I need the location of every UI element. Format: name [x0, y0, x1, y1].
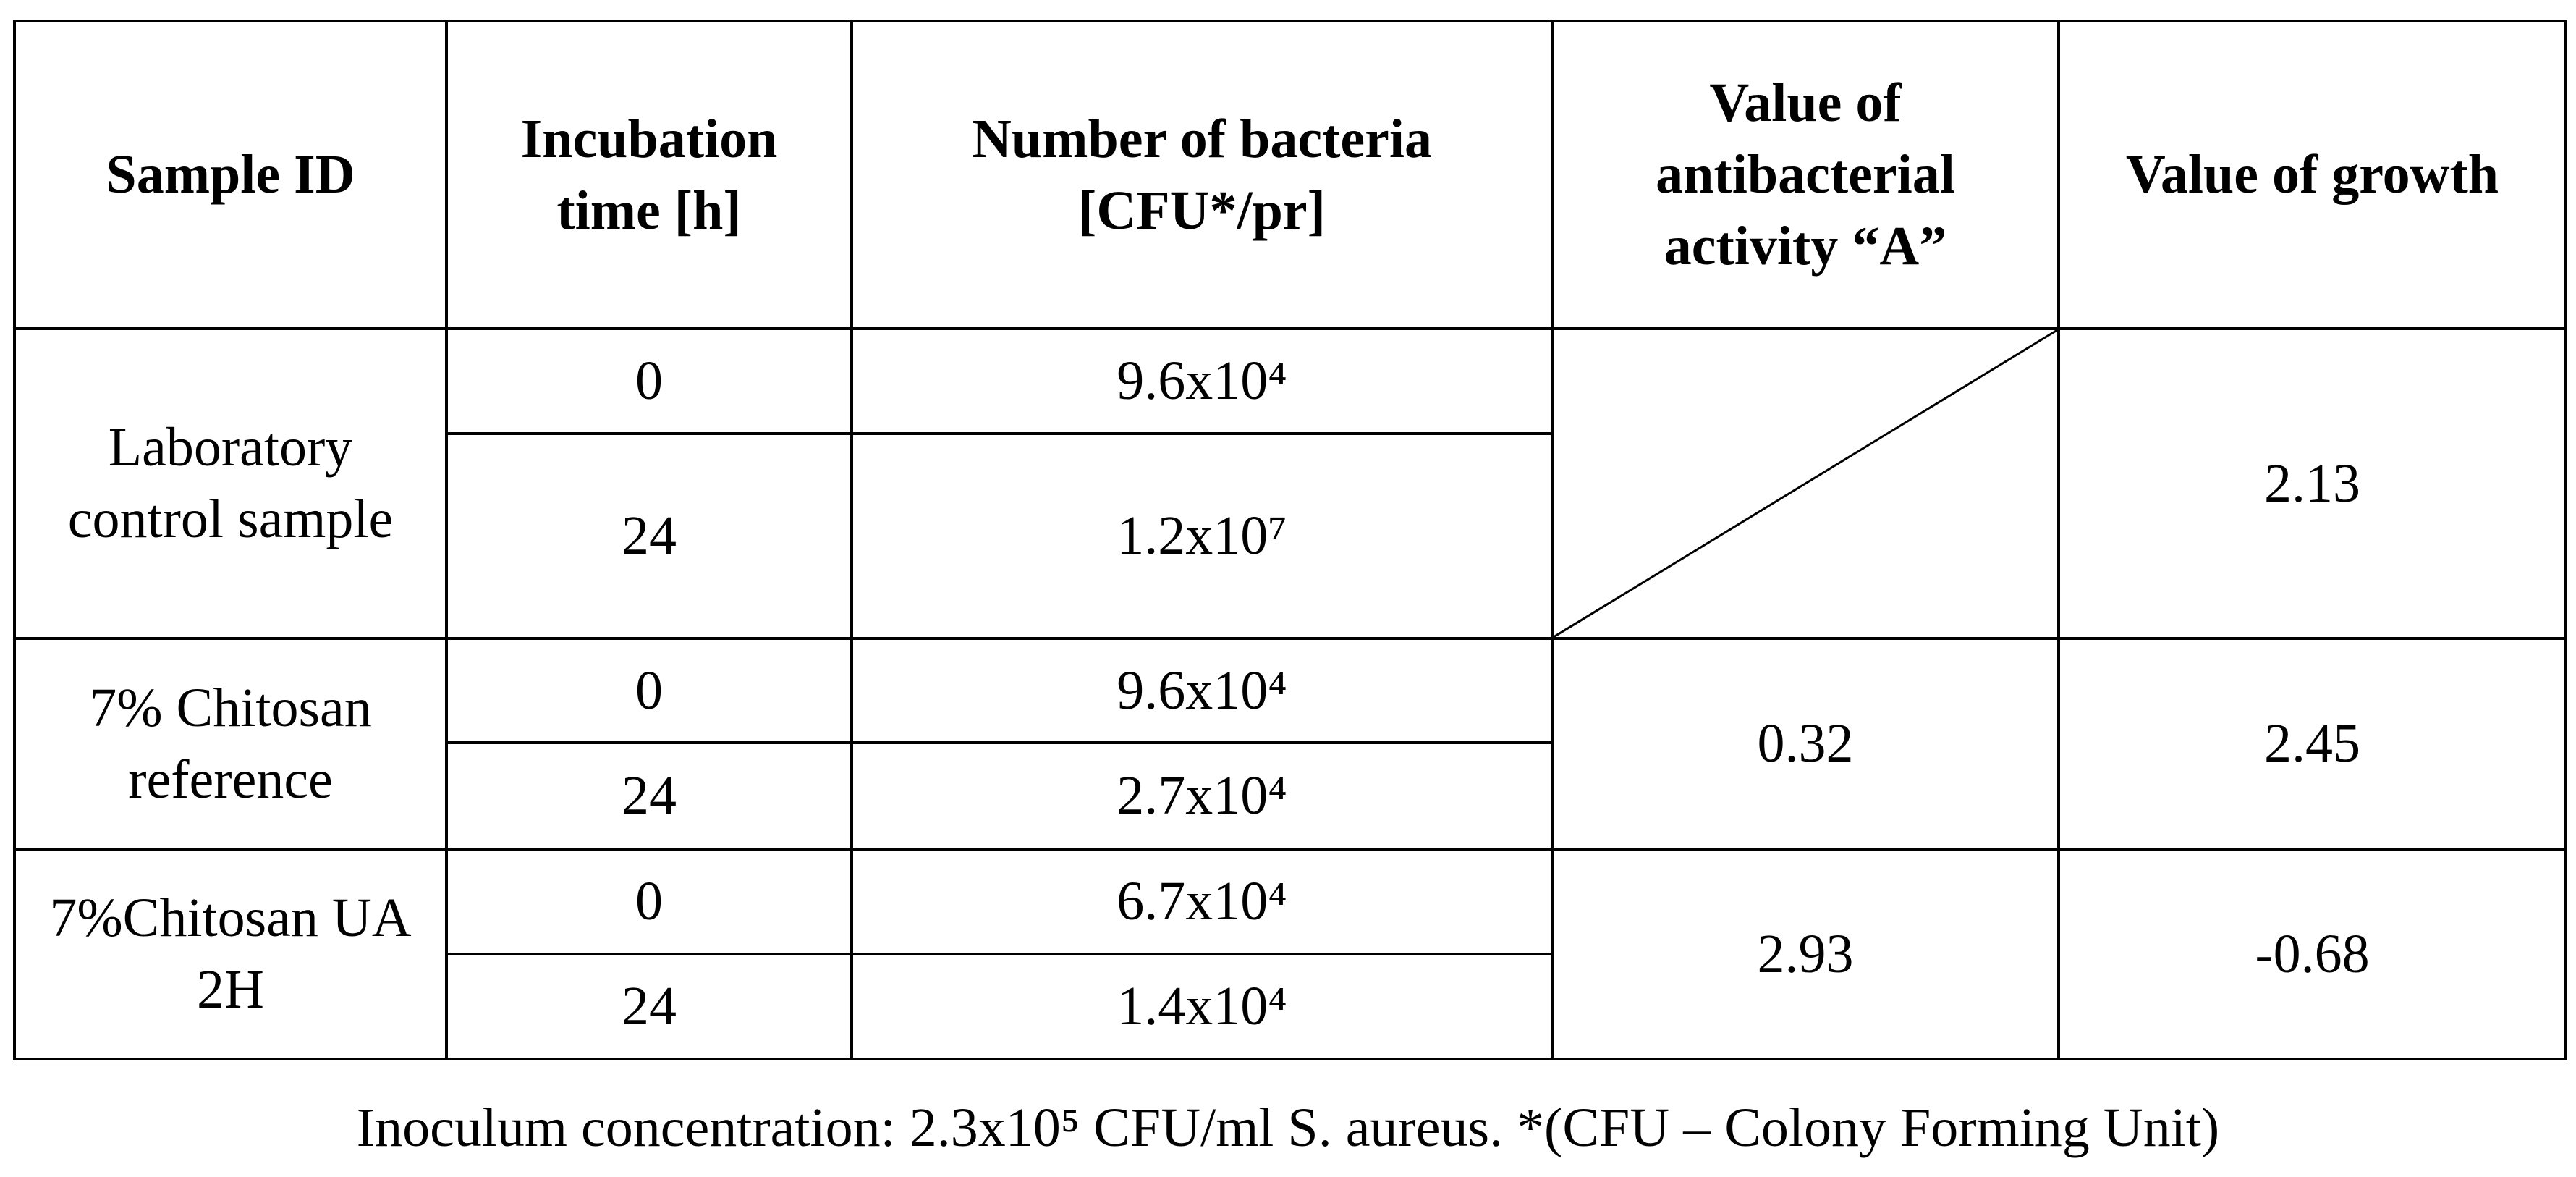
- header-cell: Incubation time [h]: [445, 20, 853, 330]
- table: Sample ID Incubation time [h] Number of ba…: [13, 20, 2567, 1060]
- table-row: Laboratory control sample 0 9.6x10⁴ 2.13: [13, 327, 2567, 640]
- sample-cell: 7%Chitosan UA 2H: [13, 848, 448, 1060]
- activity-cell: 2.93: [1551, 848, 2060, 1060]
- sample-cell: 7% Chitosan reference: [13, 637, 448, 851]
- header-row: Sample ID Incubation time [h] Number of ba…: [13, 20, 2567, 330]
- table-row: 24 1.2x10⁷: [14, 432, 2566, 640]
- bacteria-cell: 9.6x10⁴: [850, 327, 1554, 435]
- growth-cell: 2.45: [2057, 637, 2567, 851]
- growth-cell: 2.13: [2057, 327, 2567, 640]
- header-cell: Value of growth: [2057, 20, 2567, 330]
- table-body: Laboratory control sample 0 9.6x10⁴ 2.13 24 1…: [13, 327, 2567, 1060]
- time-cell: 0: [445, 848, 853, 955]
- header-cell: Number of bacteria [CFU*/pr]: [850, 20, 1554, 330]
- table-wrap: Sample ID Incubation time [h] Number of ba…: [13, 20, 2567, 1060]
- bacteria-cell: 9.6x10⁴: [850, 637, 1554, 744]
- activity-cell: 0.32: [1551, 637, 2060, 851]
- time-cell: 0: [445, 637, 853, 744]
- growth-cell: -0.68: [2057, 848, 2567, 1060]
- time-cell: 24: [445, 953, 853, 1060]
- bacteria-cell: 6.7x10⁴: [850, 848, 1554, 955]
- table-row: 7% Chitosan reference 0 9.6x10⁴ 0.32 2.45: [13, 637, 2567, 851]
- header-cell: Sample ID: [13, 20, 448, 330]
- empty-cell: [1551, 327, 2060, 640]
- sample-cell: Laboratory control sample: [13, 327, 448, 640]
- diagonal-line: [1554, 330, 2057, 637]
- bacteria-cell: 2.7x10⁴: [850, 741, 1554, 851]
- table-row: 24 2.7x10⁴: [14, 741, 2566, 851]
- time-cell: 0: [445, 327, 853, 435]
- table-row: 7%Chitosan UA 2H 0 6.7x10⁴ 2.93 -0.68: [13, 848, 2567, 1060]
- time-cell: 24: [445, 741, 853, 851]
- header-cell: Value of antibacterial activity “A”: [1551, 20, 2060, 330]
- table-row: 24 1.4x10⁴: [14, 953, 2566, 1060]
- diagonal: [1554, 330, 2057, 637]
- time-cell: 24: [445, 432, 853, 640]
- footnote: Inoculum concentration: 2.3x10⁵ CFU/ml S…: [356, 1097, 2220, 1158]
- bacteria-cell: 1.2x10⁷: [850, 432, 1554, 640]
- bacteria-cell: 1.4x10⁴: [850, 953, 1554, 1060]
